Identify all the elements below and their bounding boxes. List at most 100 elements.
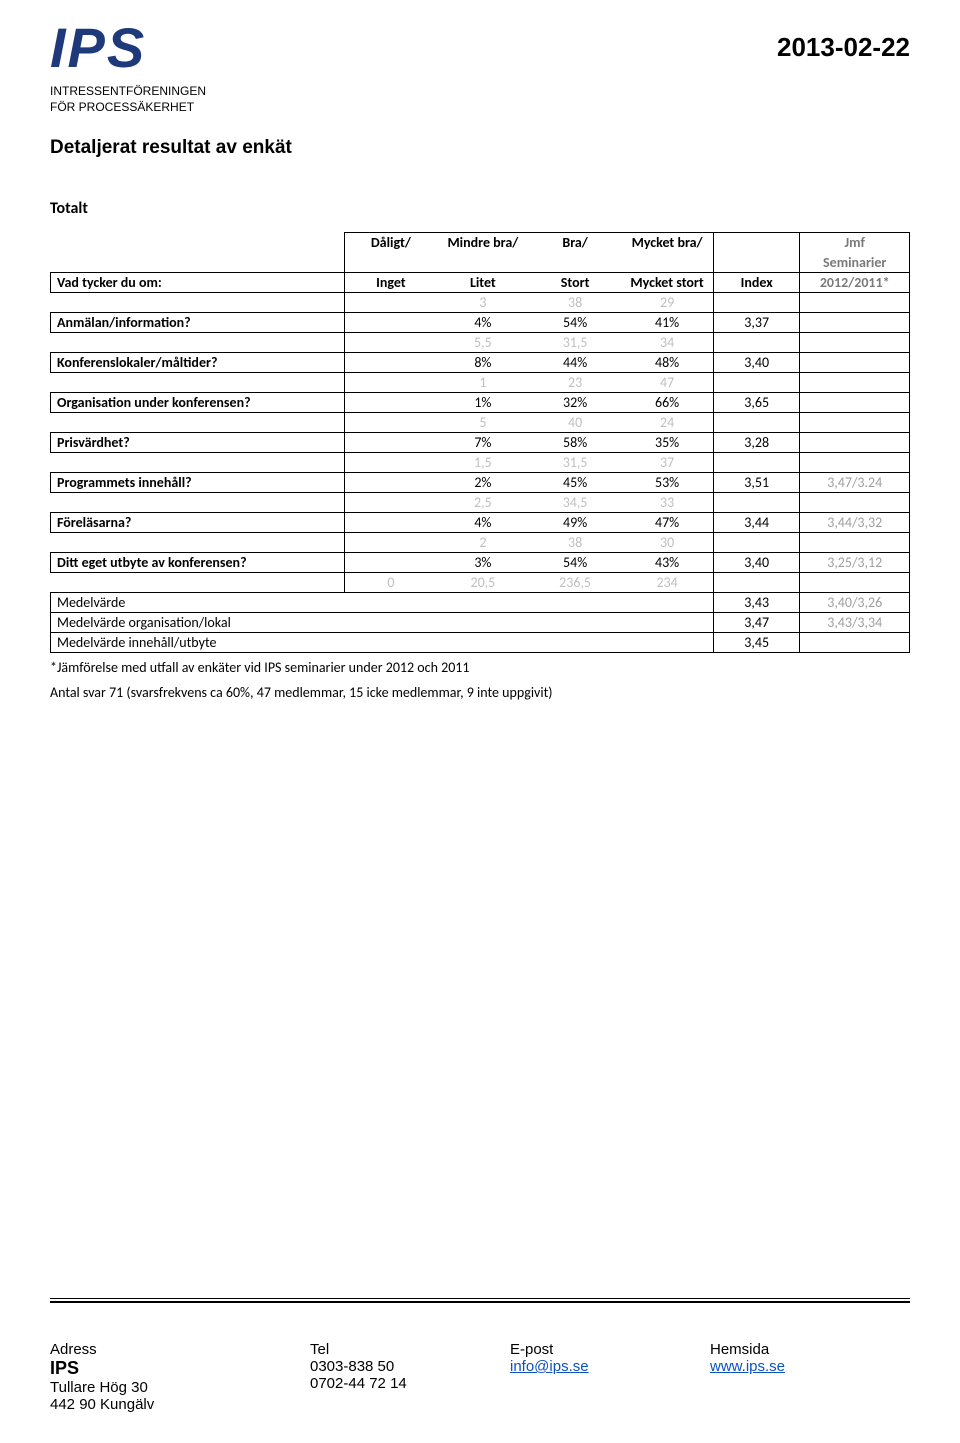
value-cell: 35% — [621, 433, 713, 453]
jmf-cell: 3,47/3.24 — [800, 473, 910, 493]
question-label: Prisvärdhet? — [51, 433, 345, 453]
footnote-2: Antal svar 71 (svarsfrekvens ca 60%, 47 … — [50, 684, 910, 703]
faint-cell: 31,5 — [529, 333, 621, 353]
value-cell: 45% — [529, 473, 621, 493]
table-header-row-1: Dåligt/ Mindre bra/ Bra/ Mycket bra/ Jmf — [51, 233, 910, 253]
index-cell: 3,37 — [713, 313, 799, 333]
table-row-faint: 3 38 29 — [51, 293, 910, 313]
hdr-col2b: Litet — [437, 273, 529, 293]
summary-jmf: 3,40/3,26 — [800, 593, 910, 613]
faint-cell: 5,5 — [437, 333, 529, 353]
summary-index: 3,47 — [713, 613, 799, 633]
faint-cell — [345, 413, 437, 433]
faint-cell: 20,5 — [437, 573, 529, 593]
summary-label: Medelvärde — [51, 593, 345, 613]
value-cell: 4% — [437, 313, 529, 333]
table-row: Anmälan/information? 4% 54% 41% 3,37 — [51, 313, 910, 333]
table-row-faint: 5 40 24 — [51, 413, 910, 433]
faint-cell: 1 — [437, 373, 529, 393]
logo-sub-line1: INTRESSENTFÖRENINGEN — [50, 84, 206, 98]
faint-cell — [345, 293, 437, 313]
table-row-faint: 1,5 31,5 37 — [51, 453, 910, 473]
index-cell: 3,28 — [713, 433, 799, 453]
faint-cell: 2 — [437, 533, 529, 553]
value-cell: 54% — [529, 313, 621, 333]
footer-tel2: 0702-44 72 14 — [310, 1375, 510, 1392]
value-cell: 3% — [437, 553, 529, 573]
value-cell: 44% — [529, 353, 621, 373]
summary-index: 3,45 — [713, 633, 799, 653]
summary-jmf: 3,43/3,34 — [800, 613, 910, 633]
footer-hdr-email: E-post — [510, 1341, 710, 1358]
page-title: Detaljerat resultat av enkät — [50, 137, 910, 159]
value-cell — [345, 433, 437, 453]
value-cell: 8% — [437, 353, 529, 373]
faint-cell: 24 — [621, 413, 713, 433]
faint-cell: 40 — [529, 413, 621, 433]
footer-hdr-web: Hemsida — [710, 1341, 910, 1358]
value-cell: 54% — [529, 553, 621, 573]
faint-cell: 5 — [437, 413, 529, 433]
table-row: Prisvärdhet? 7% 58% 35% 3,28 — [51, 433, 910, 453]
value-cell: 58% — [529, 433, 621, 453]
value-cell: 43% — [621, 553, 713, 573]
faint-cell: 38 — [529, 533, 621, 553]
value-cell: 1% — [437, 393, 529, 413]
jmf-cell: 3,25/3,12 — [800, 553, 910, 573]
hdr-col1a: Dåligt/ — [345, 233, 437, 253]
faint-cell: 236,5 — [529, 573, 621, 593]
table-row-faint: 1 23 47 — [51, 373, 910, 393]
hdr-col3a: Bra/ — [529, 233, 621, 253]
faint-cell: 29 — [621, 293, 713, 313]
footer-tel1: 0303-838 50 — [310, 1358, 510, 1375]
hdr-jmf-c: 2012/2011* — [800, 273, 910, 293]
question-label: Ditt eget utbyte av konferensen? — [51, 553, 345, 573]
value-cell: 2% — [437, 473, 529, 493]
question-label: Organisation under konferensen? — [51, 393, 345, 413]
value-cell: 32% — [529, 393, 621, 413]
jmf-cell: 3,44/3,32 — [800, 513, 910, 533]
summary-index: 3,43 — [713, 593, 799, 613]
faint-cell: 37 — [621, 453, 713, 473]
faint-cell — [345, 493, 437, 513]
footer-email-link[interactable]: info@ips.se — [510, 1358, 589, 1375]
summary-jmf — [800, 633, 910, 653]
footer-col-web: Hemsida www.ips.se — [710, 1341, 910, 1413]
logo-block: IPS INTRESSENTFÖRENINGEN FÖR PROCESSÄKER… — [50, 20, 206, 115]
jmf-cell — [800, 313, 910, 333]
footer-street: Tullare Hög 30 — [50, 1379, 310, 1396]
faint-cell: 33 — [621, 493, 713, 513]
header: IPS INTRESSENTFÖRENINGEN FÖR PROCESSÄKER… — [50, 20, 910, 115]
value-cell: 49% — [529, 513, 621, 533]
summary-row: Medelvärde organisation/lokal 3,47 3,43/… — [51, 613, 910, 633]
hdr-col4b: Mycket stort — [621, 273, 713, 293]
hdr-jmf-b: Seminarier — [800, 253, 910, 273]
faint-cell: 1,5 — [437, 453, 529, 473]
hdr-col4a: Mycket bra/ — [621, 233, 713, 253]
faint-cell — [345, 533, 437, 553]
footer-web-link[interactable]: www.ips.se — [710, 1358, 785, 1375]
footer-hdr-address: Adress — [50, 1341, 310, 1358]
faint-cell: 47 — [621, 373, 713, 393]
index-cell: 3,40 — [713, 553, 799, 573]
jmf-cell — [800, 433, 910, 453]
hdr-index: Index — [713, 273, 799, 293]
index-cell: 3,40 — [713, 353, 799, 373]
question-label: Programmets innehåll? — [51, 473, 345, 493]
value-cell — [345, 353, 437, 373]
hdr-col3b: Stort — [529, 273, 621, 293]
faint-cell: 34 — [621, 333, 713, 353]
value-cell — [345, 553, 437, 573]
faint-cell — [345, 373, 437, 393]
footer-col-email: E-post info@ips.se — [510, 1341, 710, 1413]
value-cell: 47% — [621, 513, 713, 533]
hdr-rowlabel: Vad tycker du om: — [51, 273, 345, 293]
section-heading: Totalt — [50, 199, 910, 218]
table-row-faint: 2,5 34,5 33 — [51, 493, 910, 513]
faint-cell: 234 — [621, 573, 713, 593]
footer: Adress IPS Tullare Hög 30 442 90 Kungälv… — [50, 1341, 910, 1413]
table-header-row-2: Vad tycker du om: Inget Litet Stort Myck… — [51, 273, 910, 293]
table-row-faint: 2 38 30 — [51, 533, 910, 553]
value-cell: 7% — [437, 433, 529, 453]
table-row: Föreläsarna? 4% 49% 47% 3,44 3,44/3,32 — [51, 513, 910, 533]
